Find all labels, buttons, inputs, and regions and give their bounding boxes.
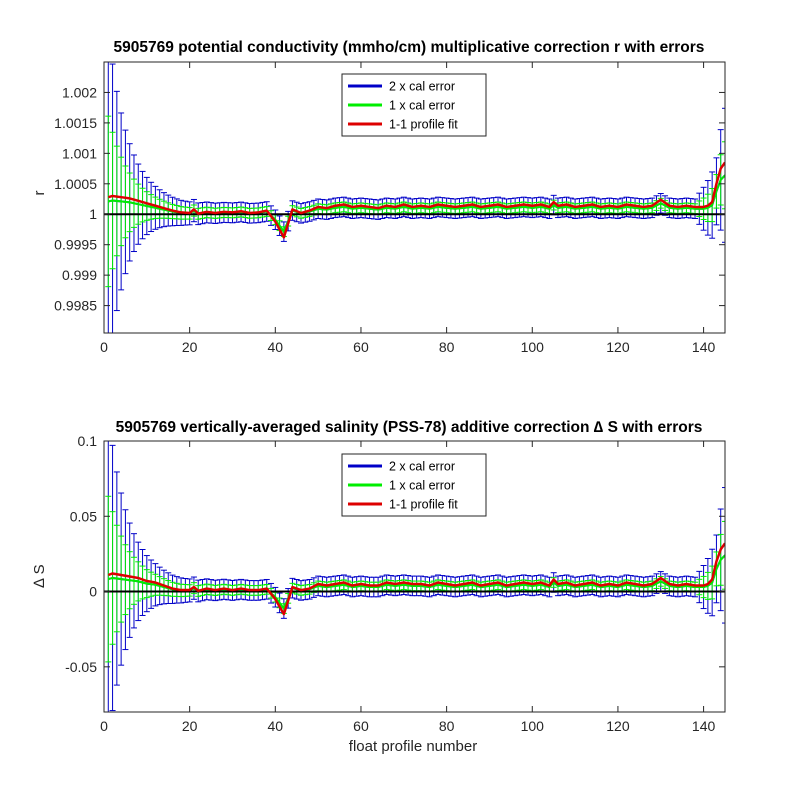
x-tick-label: 120 (606, 718, 630, 734)
y-tick-label: 1.001 (62, 145, 97, 161)
y-tick-label: 1 (89, 206, 97, 222)
x-tick-label: 80 (439, 339, 455, 355)
x-tick-label: 60 (353, 718, 369, 734)
x-tick-label: 80 (439, 718, 455, 734)
plot-area (104, 441, 725, 712)
y-axis-label: ∆ S (31, 564, 48, 587)
axes-box (103, 61, 726, 334)
y-tick-label: 1.0005 (54, 176, 97, 192)
y-axis-label: r (31, 191, 48, 196)
y-tick-label: 0 (89, 584, 97, 600)
y-tick-label: 0.1 (78, 433, 98, 449)
profile-fit-line (107, 161, 725, 239)
x-tick-label: 40 (268, 718, 284, 734)
conductivity-correction-panel: 5905769 potential conductivity (mmho/cm)… (31, 39, 726, 355)
legend-label: 1-1 profile fit (389, 498, 458, 512)
legend-label: 2 x cal error (389, 460, 455, 474)
panel-title: 5905769 vertically-averaged salinity (PS… (116, 419, 703, 436)
salinity-correction-panel: 5905769 vertically-averaged salinity (PS… (31, 419, 726, 755)
x-tick-label: 120 (606, 339, 630, 355)
x-tick-label: 140 (692, 718, 716, 734)
legend: 2 x cal error 1 x cal error 1-1 profile fi… (341, 73, 487, 137)
y-tick-label: 0.05 (70, 508, 97, 524)
legend: 2 x cal error 1 x cal error 1-1 profile fi… (341, 453, 487, 517)
profile-fit-line (107, 542, 725, 616)
x-tick-label: 100 (521, 339, 545, 355)
legend-label: 1-1 profile fit (389, 118, 458, 132)
x-tick-label: 0 (100, 339, 108, 355)
x-tick-label: 20 (182, 339, 198, 355)
legend-label: 2 x cal error (389, 80, 455, 94)
y-tick-label: -0.05 (65, 659, 97, 675)
y-tick-label: 1.0015 (54, 115, 97, 131)
x-tick-label: 60 (353, 339, 369, 355)
y-tick-label: 0.9995 (54, 237, 97, 253)
y-tick-label: 0.999 (62, 267, 97, 283)
y-tick-label: 0.9985 (54, 298, 97, 314)
x-tick-label: 40 (268, 339, 284, 355)
x-tick-label: 20 (182, 718, 198, 734)
plot-area (104, 62, 725, 333)
legend-label: 1 x cal error (389, 99, 455, 113)
axes-box (103, 440, 726, 713)
x-axis-label: float profile number (349, 738, 477, 755)
x-tick-label: 140 (692, 339, 716, 355)
y-tick-label: 1.002 (62, 84, 97, 100)
x-tick-label: 0 (100, 718, 108, 734)
x-tick-label: 100 (521, 718, 545, 734)
legend-label: 1 x cal error (389, 479, 455, 493)
panel-title: 5905769 potential conductivity (mmho/cm)… (114, 39, 705, 56)
